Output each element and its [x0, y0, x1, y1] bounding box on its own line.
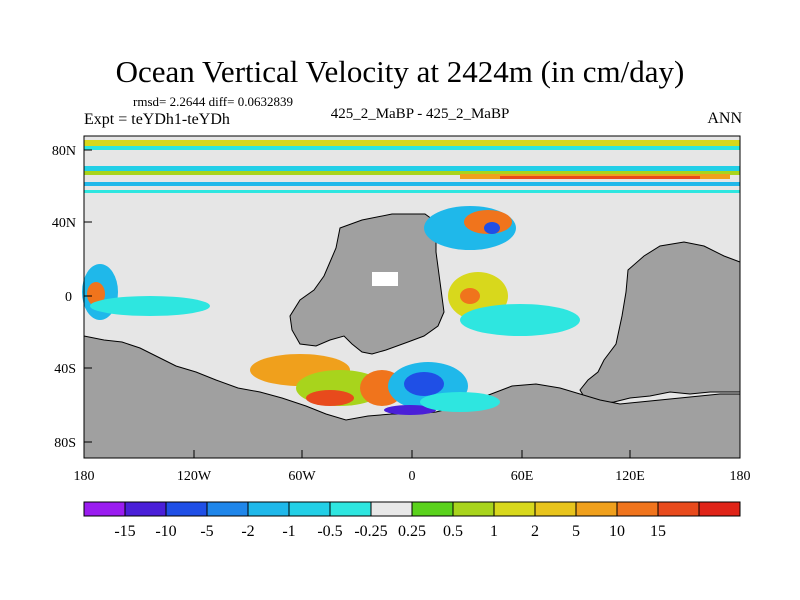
lat-tick-labels: 80N 40N 0 40S 80S [52, 144, 76, 451]
colorbar-label: 5 [572, 523, 580, 540]
colorbar-swatch [616, 501, 659, 517]
colorbar-swatch [452, 501, 495, 517]
colorbar-swatch [288, 501, 331, 517]
colorbar-swatch [534, 501, 577, 517]
lon-tick-label: 180 [74, 469, 95, 484]
anomaly-blob [484, 222, 500, 234]
experiment-label: Expt = teYDh1-teYDh [84, 111, 230, 128]
colorbar-label: -5 [200, 523, 213, 540]
colorbar-label: -10 [155, 523, 176, 540]
colorbar-swatch [370, 501, 413, 517]
colorbar-swatch [493, 501, 536, 517]
lon-tick-labels: 180 120W 60W 0 60E 120E 180 [74, 469, 751, 484]
colorbar-label: 15 [650, 523, 666, 540]
colorbar-label: -1 [282, 523, 295, 540]
colorbar-swatch [575, 501, 618, 517]
colorbar [83, 501, 741, 517]
colorbar-label: 2 [531, 523, 539, 540]
colorbar-label: -0.25 [354, 523, 387, 540]
colorbar-swatch [206, 501, 249, 517]
map-panel: 80N 40N 0 40S 80S 180 120W 60W 0 60E 120… [52, 135, 751, 484]
anomaly-blob [384, 405, 436, 415]
land-asia-australia [579, 241, 741, 405]
chart-title: Ocean Vertical Velocity at 2424m (in cm/… [115, 54, 685, 89]
colorbar-swatch [247, 501, 290, 517]
anomaly-band [84, 140, 740, 146]
anomaly-band [84, 190, 740, 193]
lon-tick-label: 60W [288, 469, 316, 484]
interior-patch [372, 272, 398, 286]
colorbar-swatch [329, 501, 372, 517]
anomaly-band [84, 182, 740, 186]
lon-tick-label: 120E [615, 469, 645, 484]
land-antarctica [83, 335, 741, 459]
lat-tick-label: 40S [54, 362, 76, 377]
colorbar-label: 10 [609, 523, 625, 540]
axis-ticks [84, 149, 631, 458]
anomaly-blob [420, 392, 500, 412]
anomaly-blob [306, 390, 354, 406]
lon-tick-label: 60E [511, 469, 534, 484]
anomaly-band [84, 166, 740, 171]
land-masses [83, 213, 741, 459]
colorbar-label: -0.5 [317, 523, 342, 540]
anomaly-band [84, 146, 740, 150]
colorbar-swatch [411, 501, 454, 517]
colorbar-label: 0.5 [443, 523, 463, 540]
anomaly-blob [90, 296, 210, 316]
colorbar-label: -15 [114, 523, 135, 540]
season-label: ANN [707, 110, 742, 127]
anomaly-band [84, 171, 740, 175]
colorbar-swatch [83, 501, 126, 517]
colorbar-label: 0.25 [398, 523, 426, 540]
colorbar-swatch [698, 501, 741, 517]
lon-tick-label: 0 [409, 469, 416, 484]
colorbar-label: 1 [490, 523, 498, 540]
colorbar-swatch [165, 501, 208, 517]
anomaly-blob [460, 288, 480, 304]
anomaly-band [500, 176, 700, 179]
case-label: 425_2_MaBP - 425_2_MaBP [330, 106, 510, 122]
lat-tick-label: 80S [54, 436, 76, 451]
lon-tick-label: 120W [177, 469, 212, 484]
lat-tick-label: 80N [52, 144, 76, 159]
colorbar-label: -2 [241, 523, 254, 540]
anomaly-blob [87, 282, 105, 306]
anomaly-blob [404, 372, 444, 396]
anomaly-blob [460, 304, 580, 336]
colorbar-labels: -15 -10 -5 -2 -1 -0.5 -0.25 0.25 0.5 1 2 5 10 15 [114, 523, 666, 540]
colorbar-swatch [657, 501, 700, 517]
velocity-anomalies [82, 140, 740, 415]
stats-text: rmsd= 2.2644 diff= 0.0632839 [133, 94, 293, 109]
colorbar-swatch [124, 501, 167, 517]
lon-tick-label: 180 [730, 469, 751, 484]
lat-tick-label: 0 [65, 290, 72, 305]
lat-tick-label: 40N [52, 216, 76, 231]
